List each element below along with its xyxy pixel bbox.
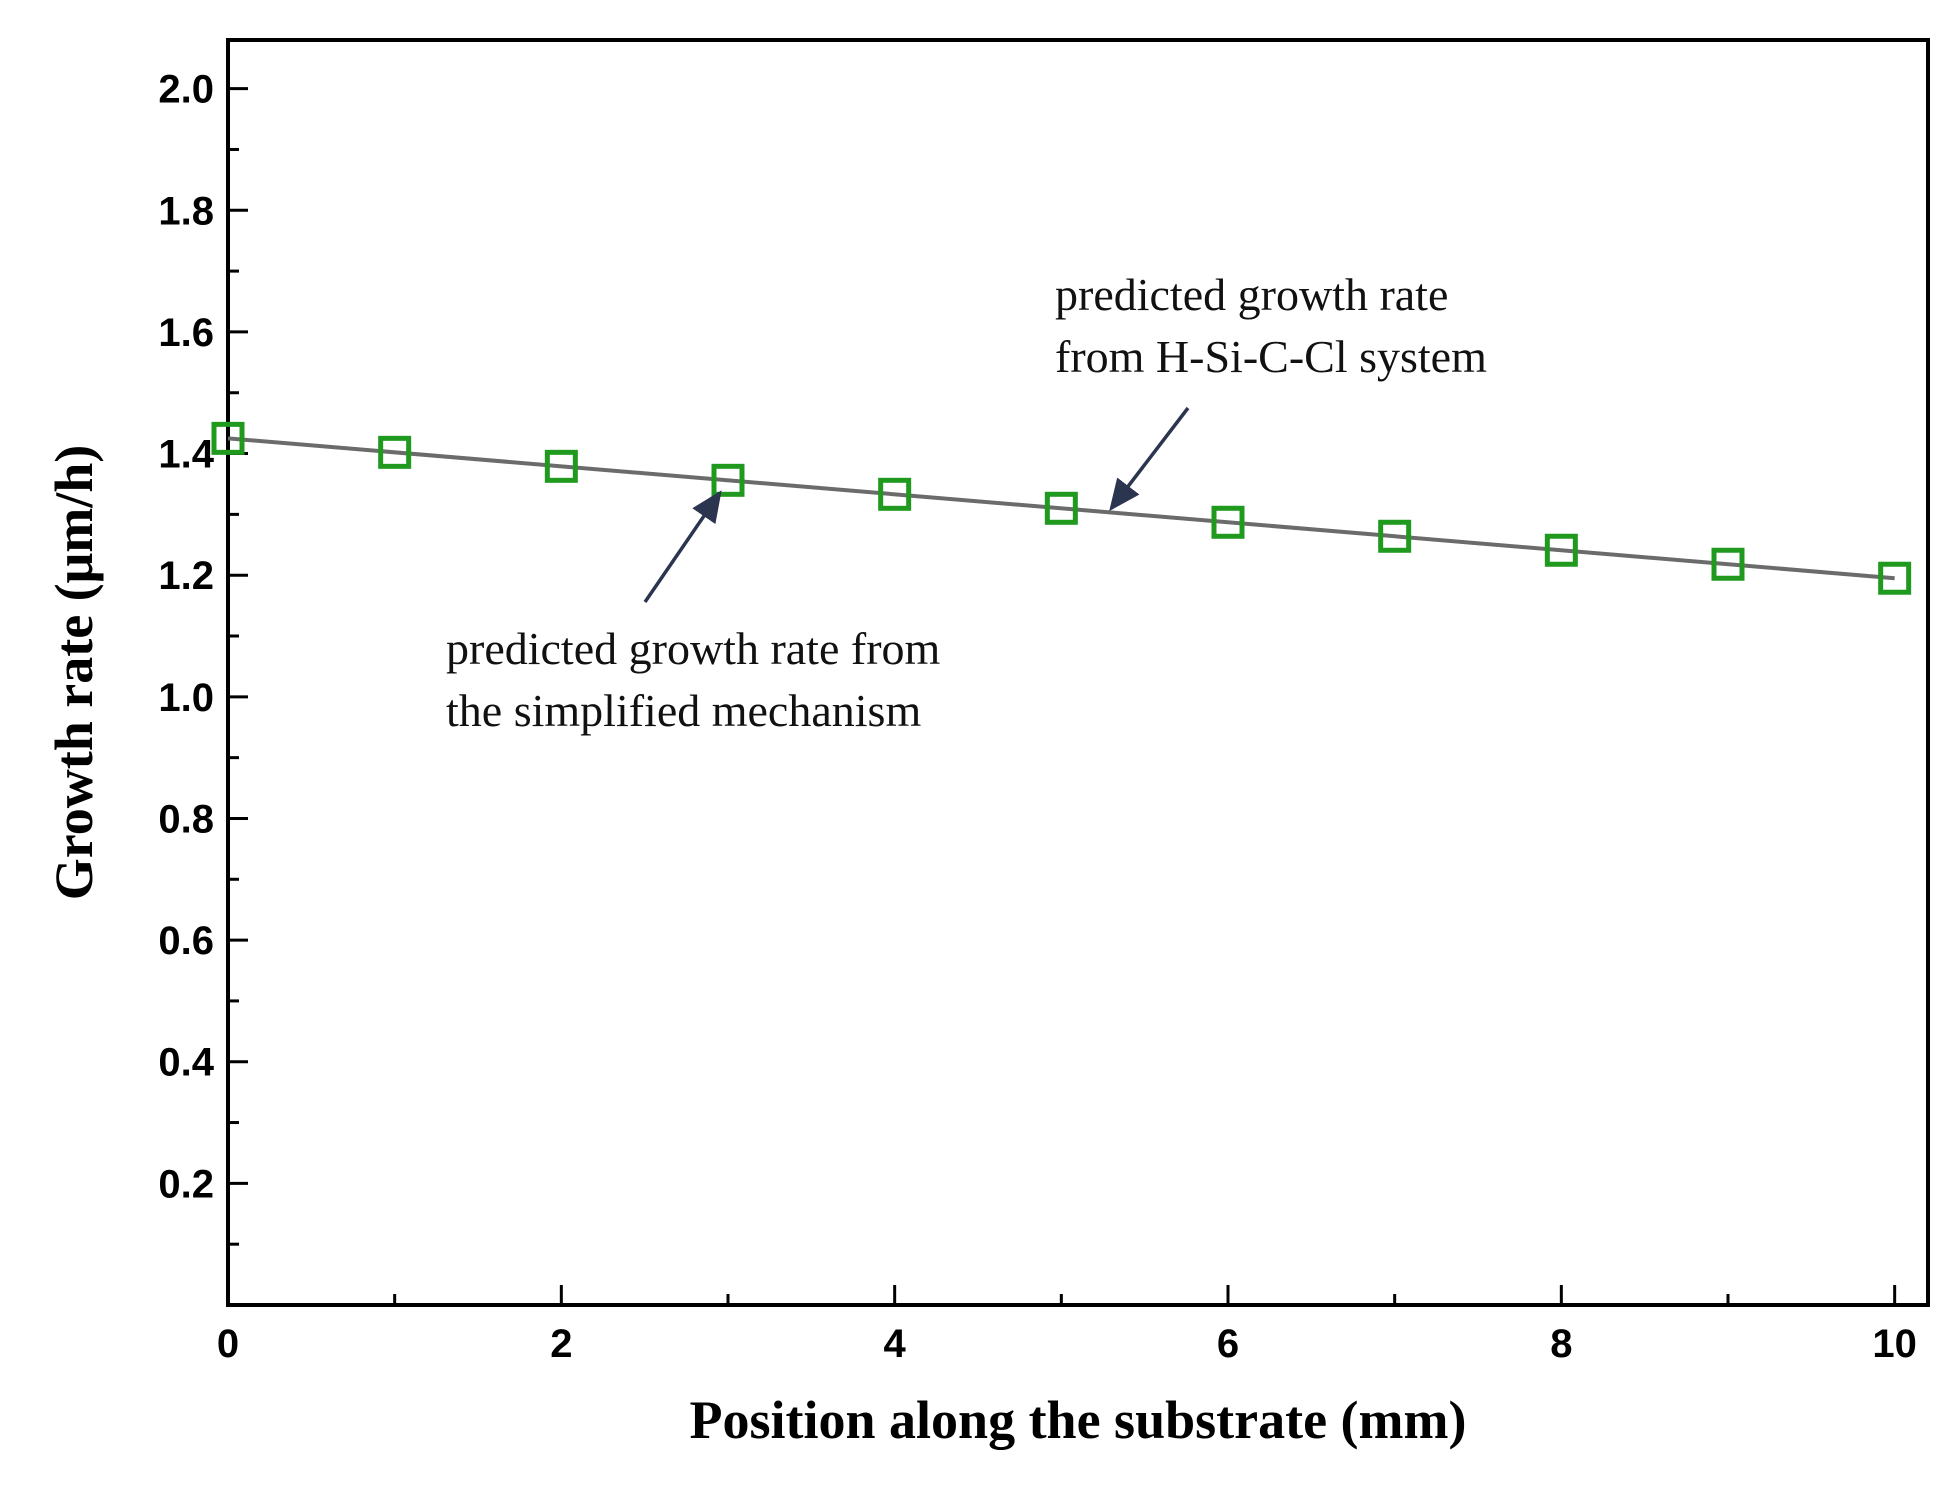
x-tick-label: 0 — [217, 1322, 239, 1366]
data-point-marker — [378, 435, 412, 469]
data-point-marker — [1544, 533, 1578, 567]
x-tick-label: 6 — [1217, 1322, 1239, 1366]
y-tick-label: 0.8 — [158, 797, 214, 841]
x-axis-title: Position along the substrate (mm) — [690, 1390, 1467, 1450]
data-point-marker — [211, 421, 245, 455]
y-tick-label: 2.0 — [158, 68, 214, 112]
data-point-marker — [1711, 547, 1745, 581]
y-tick-label: 1.2 — [158, 554, 214, 598]
x-tick-label: 8 — [1550, 1322, 1572, 1366]
y-tick-label: 1.0 — [158, 676, 214, 720]
annotation-arrow — [643, 490, 722, 603]
annotation-line: predicted growth rate from — [446, 623, 941, 674]
x-tick-label: 4 — [884, 1322, 907, 1366]
annotation-arrow — [1109, 406, 1190, 512]
data-point-marker — [1211, 505, 1245, 539]
data-point-marker — [878, 477, 912, 511]
annotation-text: predicted growth rate from H-Si-C-Cl syst… — [1055, 269, 1487, 382]
data-point-marker — [1878, 561, 1912, 595]
predicted-line-hsiccl — [227, 436, 1895, 581]
data-point-marker — [711, 463, 745, 497]
y-axis-title: Growth rate (μm/h) — [44, 445, 104, 901]
annotation-line: the simplified mechanism — [446, 685, 921, 736]
annotation-line: from H-Si-C-Cl system — [1055, 331, 1487, 382]
y-tick-label: 1.6 — [158, 311, 214, 355]
data-point-marker — [544, 449, 578, 483]
annotation-line: predicted growth rate — [1055, 269, 1448, 320]
y-tick-label: 0.6 — [158, 919, 214, 963]
y-tick-label: 1.8 — [158, 189, 214, 233]
x-tick-label: 10 — [1872, 1322, 1917, 1366]
y-tick-label: 0.4 — [158, 1041, 214, 1085]
x-tick-label: 2 — [550, 1322, 572, 1366]
y-tick-label: 1.4 — [158, 433, 214, 477]
y-tick-label: 0.2 — [158, 1162, 214, 1206]
annotation-text: predicted growth rate from the simplified… — [446, 623, 941, 736]
plot-frame — [226, 38, 1930, 1307]
data-point-marker — [1378, 519, 1412, 553]
data-point-marker — [1044, 491, 1078, 525]
